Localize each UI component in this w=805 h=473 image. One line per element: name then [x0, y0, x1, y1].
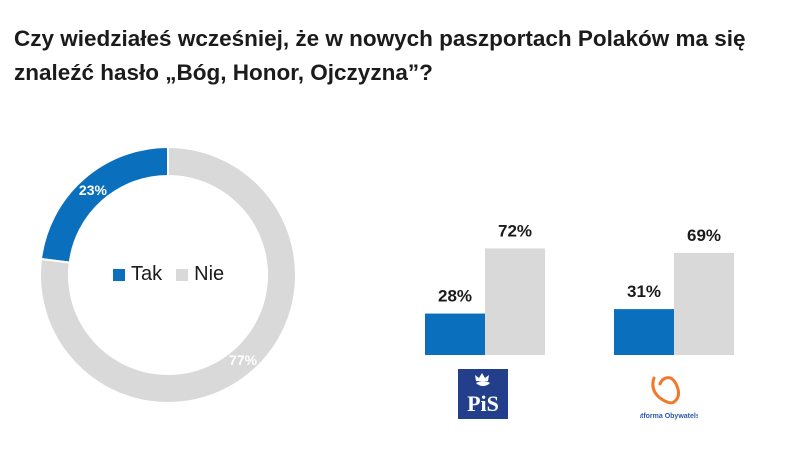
- pis-logo-text: PiS: [467, 391, 499, 416]
- bar-pis-nie: [485, 248, 545, 355]
- po-logo: Platforma Obywatelska: [630, 368, 708, 428]
- legend-label-nie: Nie: [194, 263, 225, 285]
- chart-title: Czy wiedziałeś wcześniej, że w nowych pa…: [14, 26, 746, 85]
- po-logo-text: Platforma Obywatelska: [640, 413, 698, 420]
- bar-label-po-nie: 69%: [687, 226, 721, 245]
- legend-swatch-tak: [113, 268, 125, 281]
- legend-label-tak: Tak: [131, 263, 163, 285]
- bar-po-tak: [614, 309, 674, 355]
- legend-item-tak: Tak: [113, 263, 162, 286]
- bar-label-po-tak: 31%: [627, 282, 661, 301]
- bar-label-pis-nie: 72%: [498, 221, 532, 240]
- bar-label-pis-tak: 28%: [438, 287, 472, 306]
- bar-po-nie: [674, 252, 734, 355]
- legend-swatch-nie: [176, 268, 189, 281]
- pis-logo: PiS: [458, 369, 508, 419]
- legend-item-nie: Nie: [176, 263, 224, 286]
- legend: Tak Nie: [113, 263, 238, 286]
- donut-slice-nie: [39, 145, 297, 404]
- donut-label-tak: 23%: [79, 182, 108, 198]
- donut-label-nie: 77%: [229, 352, 258, 368]
- po-heart-icon: [651, 376, 681, 405]
- eagle-crown-icon: [475, 373, 490, 386]
- bar-pis-tak: [425, 313, 485, 355]
